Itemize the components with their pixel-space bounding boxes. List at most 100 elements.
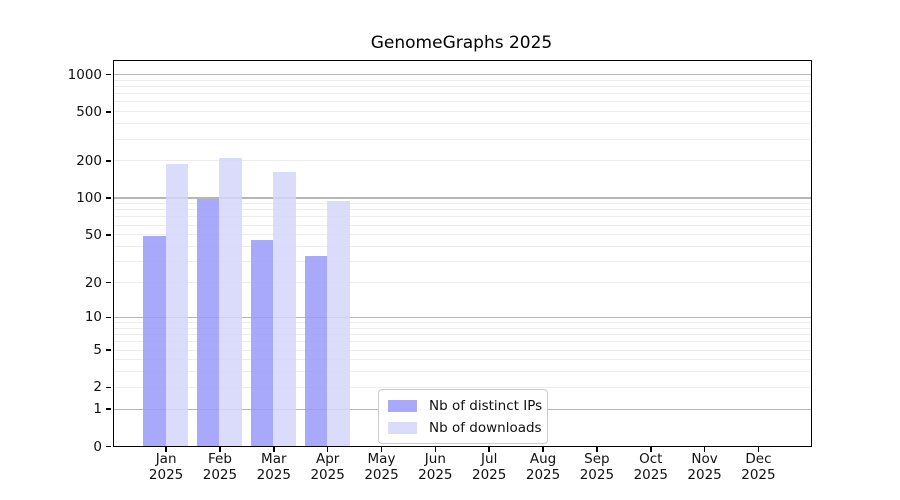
x-tick-month: Aug — [529, 451, 557, 467]
y-tick-mark — [106, 73, 111, 76]
legend: Nb of distinct IPs Nb of downloads — [378, 389, 548, 444]
minor-gridline — [114, 282, 811, 284]
y-tick-label: 0 — [93, 438, 102, 455]
minor-gridline — [114, 101, 811, 103]
legend-swatch-downloads — [388, 421, 417, 434]
x-tick-label-jul: Jul 2025 — [457, 451, 521, 483]
y-tick-label: 100 — [76, 190, 102, 207]
x-tick-month: Nov — [691, 451, 718, 467]
x-tick-month: Dec — [745, 451, 772, 467]
minor-gridline — [114, 85, 811, 87]
chart-title: GenomeGraphs 2025 — [370, 33, 553, 53]
x-tick-month: Jun — [424, 451, 446, 467]
minor-gridline — [114, 93, 811, 95]
x-tick-month: Apr — [315, 451, 340, 467]
minor-gridline — [114, 334, 811, 336]
minor-gridline — [114, 322, 811, 323]
x-tick-label-nov: Nov 2025 — [673, 451, 737, 483]
x-tick-year: 2025 — [418, 466, 453, 483]
bar-feb-distinct-ips — [196, 199, 220, 446]
bar-apr-downloads — [327, 200, 350, 446]
x-tick-year: 2025 — [310, 466, 345, 483]
y-tick-mark — [106, 234, 111, 236]
x-tick-year: 2025 — [579, 466, 615, 483]
x-tick-month: Feb — [207, 451, 232, 467]
x-tick-label-apr: Apr 2025 — [296, 451, 360, 483]
minor-gridline — [114, 216, 811, 218]
x-tick-label-may: May 2025 — [350, 451, 414, 483]
x-tick-label-oct: Oct 2025 — [619, 451, 683, 483]
minor-gridline — [114, 203, 811, 205]
minor-gridline — [114, 386, 811, 388]
x-tick-label-aug: Aug 2025 — [511, 451, 575, 483]
minor-gridline — [114, 160, 811, 162]
x-tick-mark — [219, 447, 221, 452]
x-tick-month: Sep — [584, 451, 610, 467]
minor-gridline — [114, 138, 811, 140]
x-tick-mark — [165, 447, 167, 452]
y-tick-mark — [106, 111, 111, 113]
minor-gridline — [114, 224, 811, 226]
x-tick-year: 2025 — [148, 466, 184, 483]
x-tick-label-jun: Jun 2025 — [403, 451, 467, 483]
minor-gridline — [114, 123, 811, 125]
x-tick-year: 2025 — [364, 466, 399, 483]
x-tick-mark — [596, 447, 598, 452]
y-tick-mark — [106, 349, 111, 351]
legend-label-distinct-ips: Nb of distinct IPs — [429, 397, 543, 414]
y-tick-label: 50 — [84, 226, 102, 243]
minor-gridline — [114, 349, 811, 351]
x-tick-mark — [703, 447, 706, 452]
minor-gridline — [114, 209, 811, 211]
x-tick-year: 2025 — [525, 466, 561, 483]
x-tick-mark — [434, 447, 437, 452]
x-tick-year: 2025 — [256, 466, 291, 483]
x-tick-mark — [757, 447, 760, 452]
y-tick-label: 2 — [93, 379, 102, 396]
minor-gridline — [114, 261, 811, 263]
x-tick-mark — [380, 447, 383, 452]
x-tick-label-sep: Sep 2025 — [565, 451, 629, 483]
x-tick-year: 2025 — [633, 466, 668, 483]
x-tick-month: Mar — [261, 451, 287, 467]
bar-jan-distinct-ips — [143, 236, 166, 446]
y-tick-mark — [106, 160, 111, 162]
bars-layer — [114, 61, 811, 446]
y-tick-mark — [106, 197, 111, 199]
x-tick-mark — [542, 447, 544, 452]
minor-gridline — [114, 111, 811, 113]
legend-item-distinct-ips: Nb of distinct IPs — [388, 396, 542, 415]
x-tick-month: Oct — [639, 451, 663, 467]
minor-gridline — [114, 327, 811, 329]
minor-gridline — [114, 359, 811, 361]
major-gridline — [114, 316, 811, 319]
bar-jan-downloads — [165, 163, 188, 446]
bar-apr-distinct-ips — [304, 256, 328, 446]
grid-layer — [114, 61, 811, 446]
x-tick-mark — [326, 447, 329, 452]
x-tick-year: 2025 — [472, 466, 507, 483]
legend-label-downloads: Nb of downloads — [429, 419, 542, 436]
y-tick-label: 1000 — [67, 66, 102, 83]
major-gridline — [114, 73, 811, 76]
y-tick-mark — [106, 281, 111, 284]
x-tick-year: 2025 — [741, 466, 776, 483]
y-tick-mark — [106, 408, 111, 411]
minor-gridline — [114, 234, 811, 236]
major-gridline — [114, 197, 811, 199]
y-tick-label: 20 — [84, 274, 102, 291]
x-tick-month: May — [367, 451, 396, 467]
y-tick-mark — [106, 445, 111, 448]
legend-swatch-distinct-ips — [388, 399, 417, 412]
x-tick-mark — [649, 447, 652, 452]
x-tick-year: 2025 — [202, 466, 238, 483]
y-tick-label: 500 — [76, 103, 102, 120]
y-tick-label: 200 — [76, 153, 102, 169]
bar-feb-downloads — [219, 157, 242, 446]
bar-mar-distinct-ips — [250, 239, 274, 446]
plot-area: Nb of distinct IPs Nb of downloads — [113, 60, 812, 447]
x-tick-month: Jul — [481, 451, 498, 467]
minor-gridline — [114, 246, 811, 247]
x-tick-label-feb: Feb 2025 — [188, 451, 252, 483]
